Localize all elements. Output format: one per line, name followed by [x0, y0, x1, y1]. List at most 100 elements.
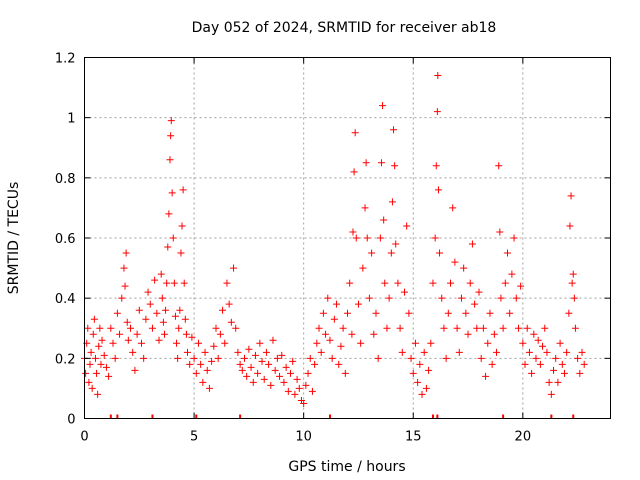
data-point [249, 378, 257, 386]
data-point [98, 336, 106, 344]
y-tick-label: 1 [67, 112, 75, 127]
data-point [396, 324, 404, 332]
data-point [488, 360, 496, 368]
data-point [85, 378, 93, 386]
data-point [107, 324, 115, 332]
data-point [96, 324, 104, 332]
data-point [468, 240, 476, 248]
data-point [519, 339, 527, 347]
data-point [346, 279, 354, 287]
data-point [348, 330, 356, 338]
data-point [440, 324, 448, 332]
data-point [102, 363, 110, 371]
data-point [245, 345, 253, 353]
data-point [362, 159, 370, 167]
data-point [302, 381, 310, 389]
data-point [324, 294, 332, 302]
data-point [254, 369, 262, 377]
data-point [528, 369, 536, 377]
data-point [212, 324, 220, 332]
rug-marks [109, 414, 575, 419]
data-point [534, 336, 542, 344]
data-point [409, 369, 417, 377]
x-tick-label: 0 [80, 430, 88, 445]
data-point [247, 363, 255, 371]
data-point [105, 372, 113, 380]
data-point [234, 348, 242, 356]
data-point [116, 330, 124, 338]
data-point [137, 339, 145, 347]
data-point [223, 279, 231, 287]
chart-title: Day 052 of 2024, SRMTID for receiver ab1… [192, 20, 497, 36]
data-point [567, 192, 575, 200]
data-point [276, 372, 284, 380]
data-point [90, 315, 98, 323]
data-point [219, 306, 227, 314]
data-point [89, 330, 97, 338]
y-tick-label: 0.6 [55, 232, 76, 247]
data-point [88, 384, 96, 392]
data-point [359, 264, 367, 272]
data-point [477, 354, 485, 362]
data-point [530, 330, 538, 338]
data-point [521, 360, 529, 368]
data-point [216, 330, 224, 338]
y-tick-label: 1.2 [55, 52, 76, 67]
data-point [547, 390, 555, 398]
y-axis-label: SRMTID / TECUs [6, 182, 22, 295]
data-point [142, 315, 150, 323]
data-point [94, 390, 102, 398]
data-point [170, 279, 178, 287]
data-point [256, 339, 264, 347]
data-point [168, 189, 176, 197]
data-point [123, 318, 131, 326]
data-point [179, 186, 187, 194]
data-point [466, 279, 474, 287]
data-point [93, 369, 101, 377]
data-point [118, 294, 126, 302]
data-point [403, 222, 411, 230]
data-point [429, 279, 437, 287]
data-point [127, 324, 135, 332]
data-point [523, 324, 531, 332]
data-point [525, 348, 533, 356]
data-point [167, 117, 175, 125]
y-tick-label: 0.4 [55, 292, 76, 307]
data-point [240, 354, 248, 362]
data-point [205, 384, 213, 392]
data-point [197, 360, 205, 368]
data-point [372, 309, 380, 317]
data-point [221, 339, 229, 347]
data-point [287, 369, 295, 377]
data-point [236, 360, 244, 368]
data-point [495, 162, 503, 170]
data-point [313, 339, 321, 347]
data-point [501, 279, 509, 287]
data-point [122, 249, 130, 257]
data-point [100, 351, 108, 359]
data-point [201, 348, 209, 356]
data-point [352, 234, 360, 242]
data-point [565, 309, 573, 317]
data-point [144, 288, 152, 296]
data-point [357, 339, 365, 347]
data-point [380, 216, 388, 224]
data-point [471, 300, 479, 308]
data-point [162, 306, 170, 314]
data-point [169, 234, 177, 242]
data-point [486, 309, 494, 317]
data-point [503, 249, 511, 257]
data-point [289, 357, 297, 365]
data-point [192, 369, 200, 377]
data-point [328, 354, 336, 362]
data-point [227, 318, 235, 326]
data-point [87, 348, 95, 356]
data-point [188, 333, 196, 341]
data-point [194, 339, 202, 347]
data-point [442, 354, 450, 362]
data-point [536, 360, 544, 368]
data-point [173, 339, 181, 347]
data-point [416, 360, 424, 368]
data-point [422, 384, 430, 392]
